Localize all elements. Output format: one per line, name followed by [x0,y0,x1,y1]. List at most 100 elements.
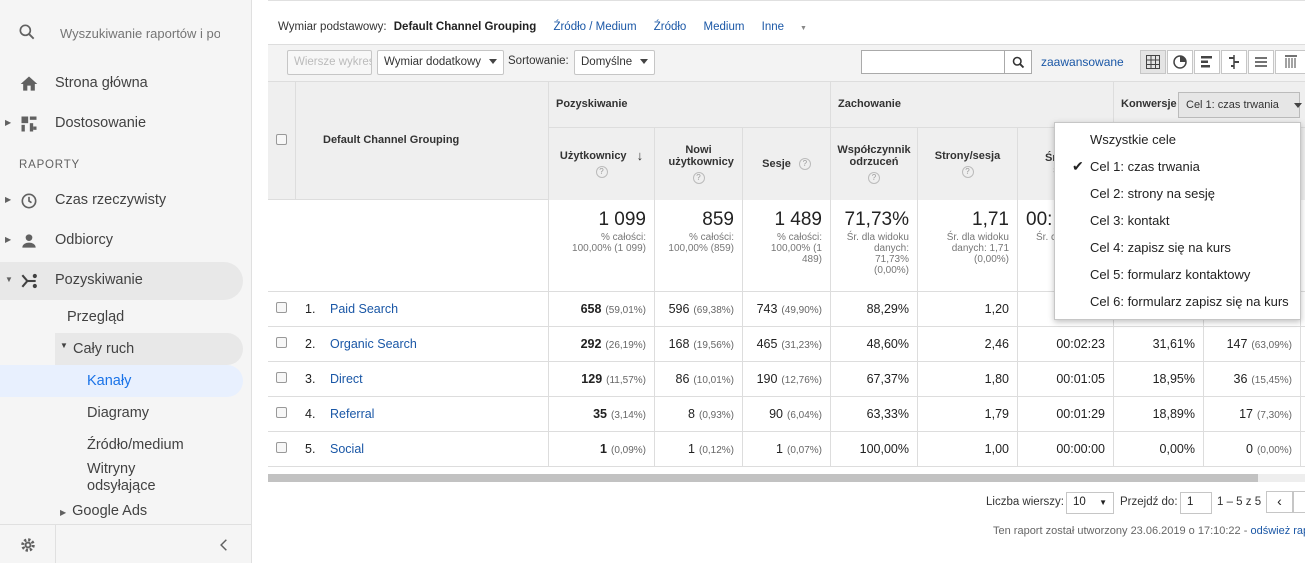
cell-percent: (69,38%) [693,305,734,316]
totals-bounce-sub: Śr. dla widoku danych: 71,73% (0,00%) [846,232,909,276]
help-icon[interactable]: ? [595,166,608,178]
row-checkbox[interactable] [276,407,287,418]
sidebar-item-treemaps[interactable]: Diagramy [87,405,150,421]
goal-menu-item-label: Cel 5: formularz kontaktowy [1090,267,1251,282]
select-all-checkbox[interactable] [276,134,287,145]
channel-link[interactable]: Referral [330,407,375,421]
cell-duration: 00:01:05 [1018,362,1114,397]
goal-menu-item[interactable]: Cel 5: formularz kontaktowy [1055,263,1300,290]
channel-link[interactable]: Social [330,442,365,456]
row-checkbox[interactable] [276,372,287,383]
row-checkbox[interactable] [276,302,287,313]
totals-bounce-value: 71,73% [844,209,909,230]
collapse-icon[interactable]: ▼ [5,275,13,284]
sidebar-item-overview[interactable]: Przegląd [67,309,125,325]
sidebar-item-customize[interactable]: ▶ Dostosowanie [0,105,243,143]
cell-value: 1 [688,442,695,456]
dimension-link-source[interactable]: Źródło [653,21,687,33]
cell-value: 743 [756,302,778,316]
help-icon[interactable]: ? [868,172,880,184]
search-placeholder[interactable]: Wyszukiwanie raportów i pomocy [60,26,220,41]
report-created-note: Ten raport został utworzony 23.06.2019 o… [993,525,1305,537]
gear-icon[interactable] [19,536,37,554]
refresh-report-link[interactable]: odśwież raport [1250,525,1305,537]
help-icon[interactable]: ? [692,172,705,184]
view-pivot-button[interactable] [1275,50,1305,74]
goal-menu-item[interactable]: Cel 3: kontakt [1055,209,1300,236]
cell-percent: (0,93%) [698,410,734,421]
row-checkbox[interactable] [276,337,287,348]
view-term-cloud-button[interactable] [1248,50,1274,74]
next-page-button[interactable] [1293,491,1305,513]
cell-users: 35 (3,14%) [549,397,655,432]
plot-rows-button[interactable]: Wiersze wykresu [287,50,372,75]
row-number: 5. [305,442,316,456]
channel-link[interactable]: Direct [330,372,363,386]
advanced-filter-link[interactable]: zaawansowane [1041,55,1124,69]
chevron-down-icon [489,59,498,65]
comparison-icon [1229,55,1239,69]
channel-link[interactable]: Paid Search [330,302,399,316]
col-header-sessions[interactable]: Sesje ? [743,128,831,200]
expand-icon[interactable]: ▶ [5,195,12,204]
expand-icon[interactable]: ▶ [5,235,12,244]
prev-page-button[interactable]: ‹ [1266,491,1293,513]
col-header-bounce-rate[interactable]: Współczynnik odrzuceń ? [831,128,918,200]
view-table-button[interactable] [1140,50,1166,74]
cell-percent: (26,19%) [605,340,646,351]
sort-dropdown[interactable]: Domyślne [574,50,656,75]
goto-input[interactable]: 1 [1180,492,1212,514]
col-header-new-users[interactable]: Nowi użytkownicy ? [655,128,743,200]
view-performance-button[interactable] [1194,50,1220,74]
sidebar-item-channels[interactable]: Kanały [0,365,243,397]
goal-menu-item[interactable]: ✔ Cel 1: czas trwania [1055,155,1300,182]
rows-per-page-select[interactable]: 10 ▼ [1066,492,1114,514]
view-pie-button[interactable] [1167,50,1193,74]
section-reports: RAPORTY [19,159,80,171]
dimension-link-other[interactable]: Inne ▼ [762,21,821,33]
expand-icon[interactable]: ▶ [5,118,12,127]
sidebar-item-referrals[interactable]: Witryny odsyłające [87,461,156,494]
report-search[interactable]: Wyszukiwanie raportów i pomocy [0,12,251,56]
row-checkbox[interactable] [276,442,287,453]
sidebar-item-audience[interactable]: ▶ Odbiorcy [0,222,243,260]
sidebar-item-realtime[interactable]: ▶ Czas rzeczywisty [0,182,243,220]
row-dimension-cell: 3. Direct [268,362,549,397]
goal-menu-item[interactable]: Cel 4: zapisz się na kurs [1055,236,1300,263]
channel-link[interactable]: Organic Search [330,337,417,351]
totals-new-users-sub: % całości: 100,00% (859) [668,232,734,254]
help-icon[interactable]: ? [798,158,811,170]
collapse-sidebar-icon[interactable] [217,538,231,552]
sidebar-item-all-traffic[interactable]: ▼ Cały ruch [55,333,243,365]
sidebar-item-acquisition[interactable]: ▼ Pozyskiwanie [0,262,243,300]
horizontal-scrollbar-thumb[interactable] [268,474,1258,482]
secondary-dimension-dropdown[interactable]: Wymiar dodatkowy [377,50,505,75]
goal-selector-dropdown[interactable]: Cel 1: czas trwania [1178,92,1302,118]
table-search-button[interactable] [1004,50,1032,74]
goal-menu-item[interactable]: Wszystkie cele [1055,128,1300,155]
cell-users: 658 (59,01%) [549,292,655,327]
view-comparison-button[interactable] [1221,50,1247,74]
sidebar-item-google-ads[interactable]: ▶ Google Ads [60,503,147,519]
cell-pages: 1,79 [918,397,1018,432]
expand-icon[interactable]: ▶ [60,508,67,517]
table-filter-input[interactable] [861,50,1006,74]
cell-value: 00:01:05 [1056,372,1105,386]
goal-menu-item[interactable]: Cel 2: strony na sesję [1055,182,1300,209]
goal-menu-item[interactable]: Cel 6: formularz zapisz się na kurs [1055,290,1300,317]
dimension-link-medium[interactable]: Medium [703,21,745,33]
cell-value: 596 [668,302,690,316]
dimension-link-source-medium[interactable]: Źródło / Medium [553,21,637,33]
goal-selector-value: Cel 1: czas trwania [1186,99,1279,111]
goal-menu: Wszystkie cele ✔ Cel 1: czas trwania Cel 2:… [1054,122,1301,320]
sidebar-item-home[interactable]: Strona główna [0,65,243,103]
dimension-header[interactable]: Default Channel Grouping [323,134,460,146]
cell-percent: (12,76%) [781,375,822,386]
help-icon[interactable]: ? [961,166,974,178]
cell-value: 00:02:23 [1056,337,1105,351]
col-header-pages-session[interactable]: Strony/sesja ? [918,128,1018,200]
col-header-users[interactable]: Użytkownicy ↓ ? [549,128,655,200]
cell-value: 1 [776,442,783,456]
sidebar-item-source-medium[interactable]: Źródło/medium [87,437,184,453]
collapse-icon[interactable]: ▼ [60,341,68,350]
